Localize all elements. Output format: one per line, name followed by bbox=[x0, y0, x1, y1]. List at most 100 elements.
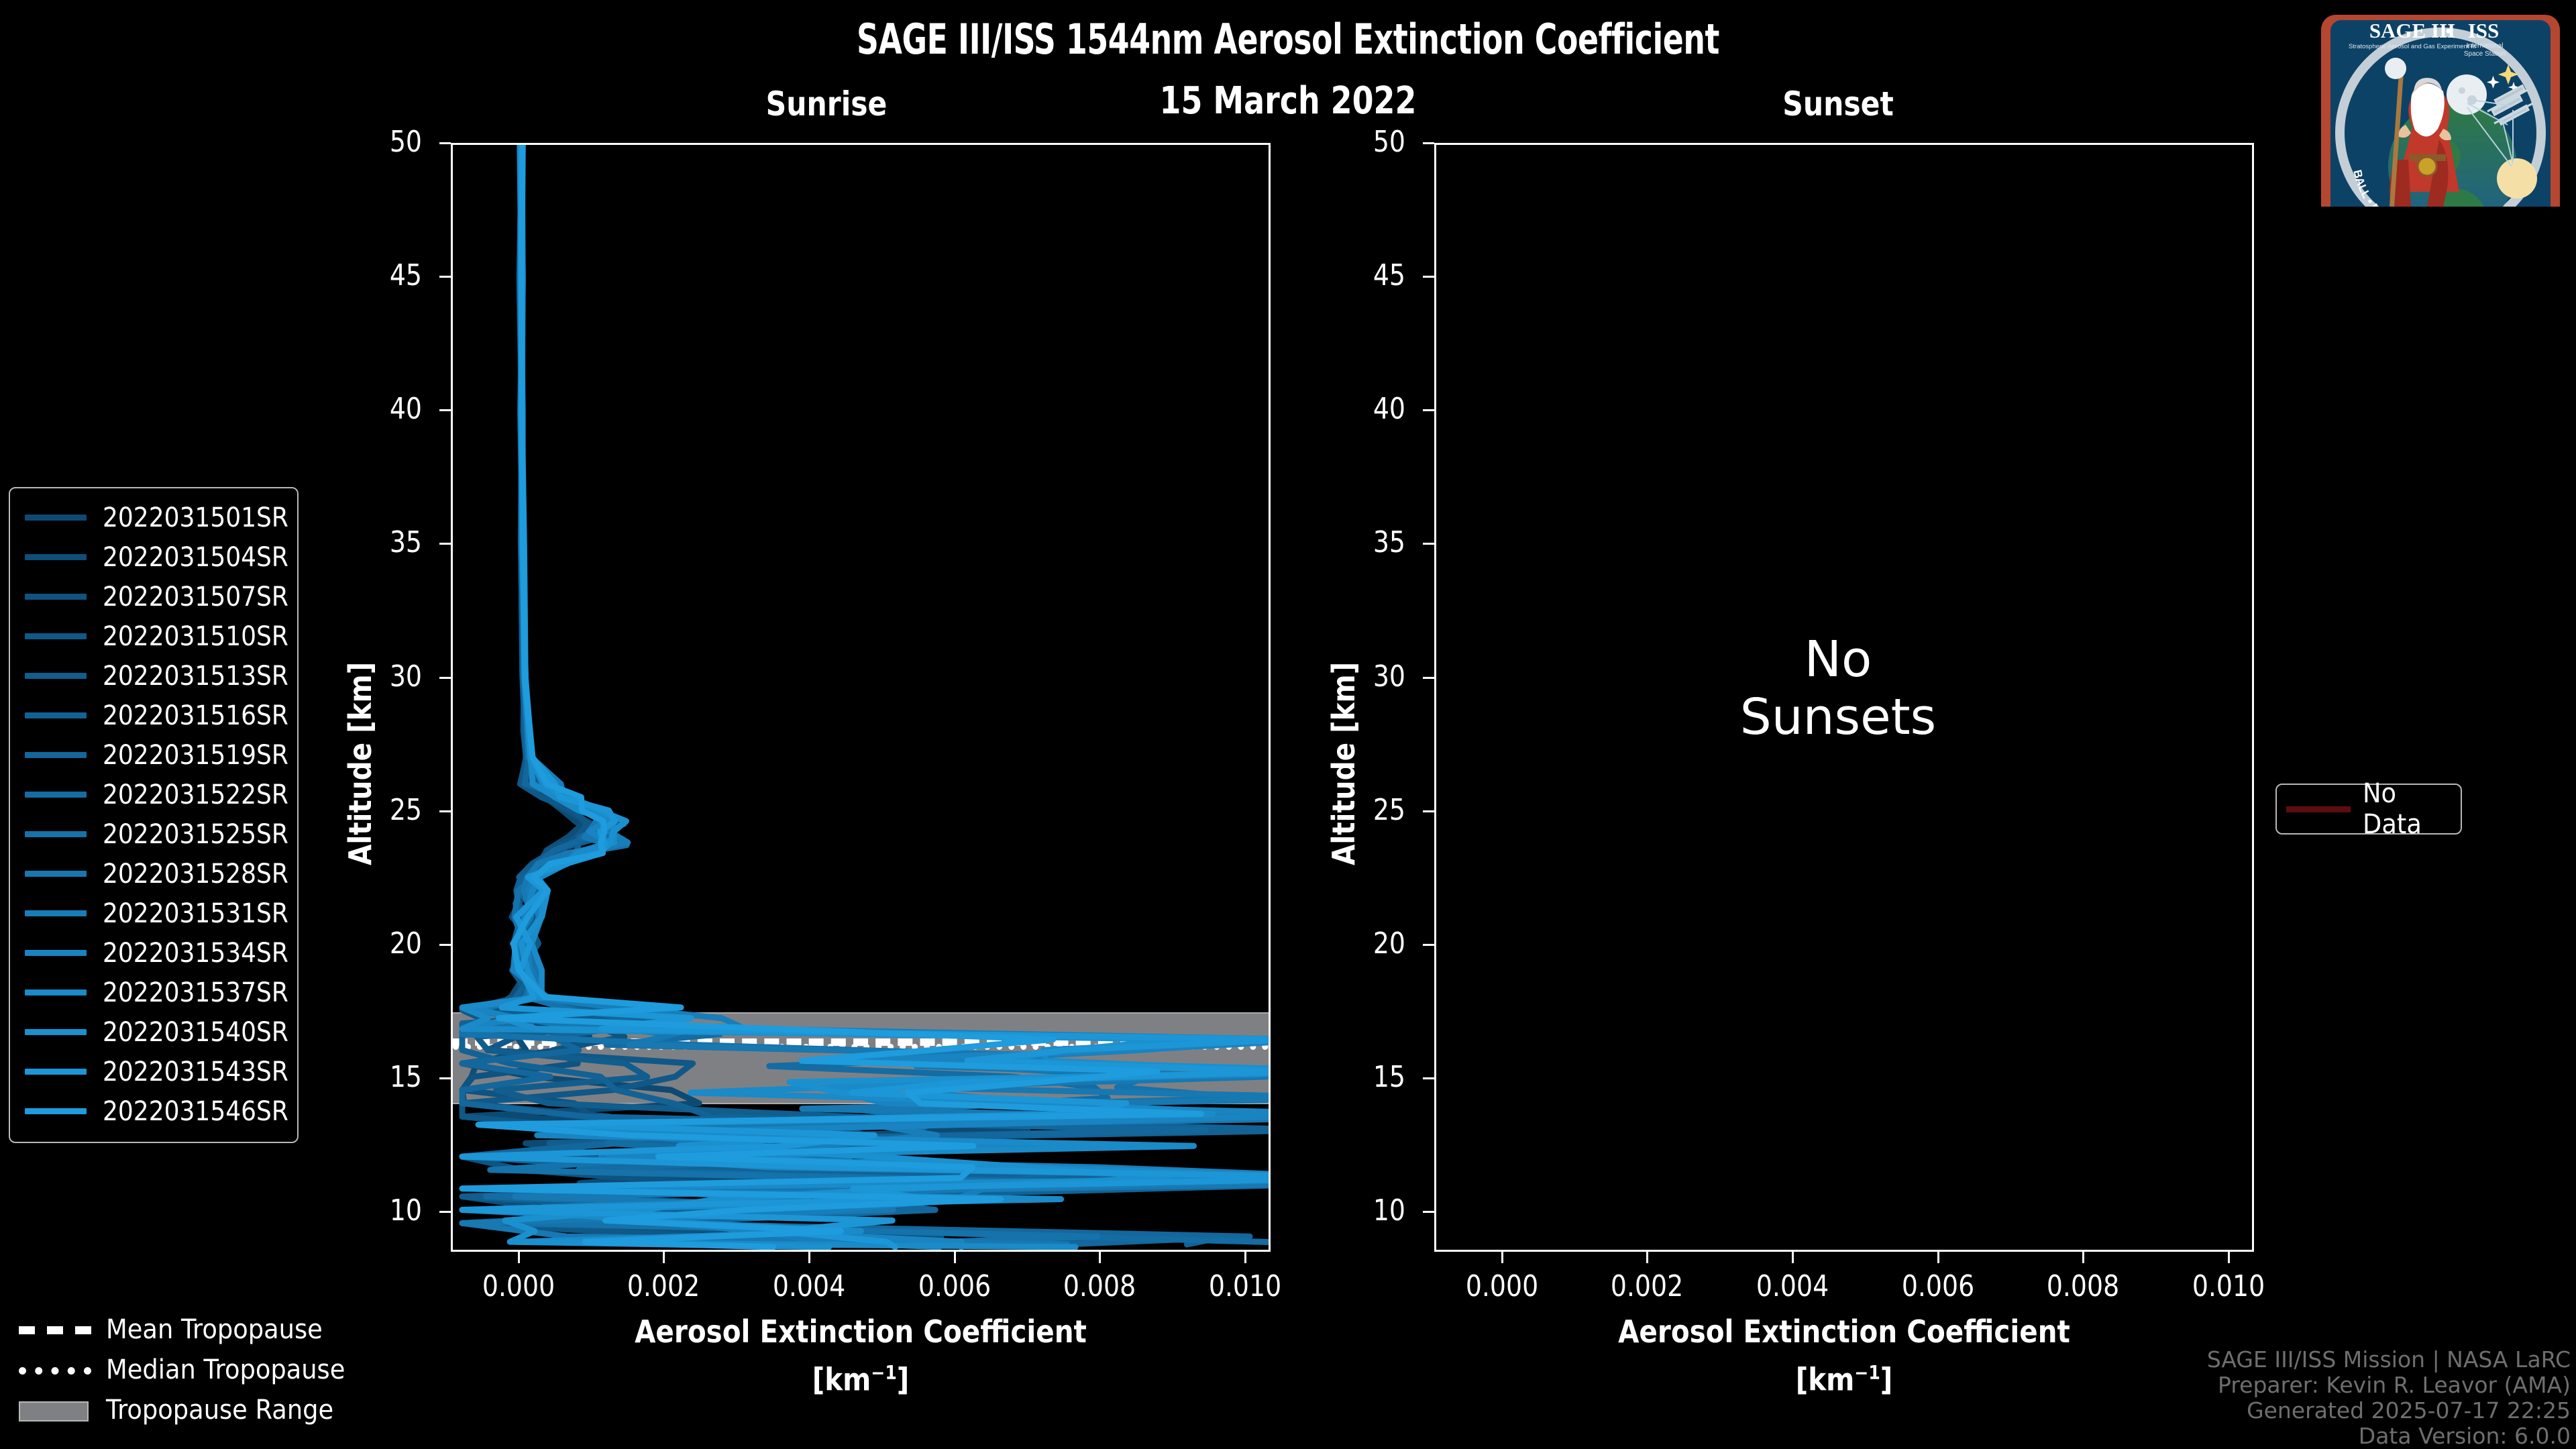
legend-item-profile[interactable]: 2022031519SR bbox=[10, 735, 297, 775]
no-sunsets-message: No Sunsets bbox=[1635, 631, 2041, 746]
profile-legend-label: 2022031537SR bbox=[103, 977, 288, 1008]
legend-item-profile[interactable]: 2022031525SR bbox=[10, 814, 297, 854]
y-tick bbox=[439, 1077, 451, 1080]
profile-curve bbox=[459, 145, 1205, 1250]
mean-tropopause-line bbox=[453, 1038, 1269, 1046]
x-tick bbox=[663, 1252, 665, 1263]
x-tick bbox=[1937, 1252, 1939, 1263]
profile-legend-label: 2022031528SR bbox=[103, 858, 288, 890]
profile-line-swatch bbox=[25, 752, 87, 758]
y-tick bbox=[1423, 1211, 1434, 1214]
sunset-plot-area bbox=[1434, 143, 2254, 1252]
no-data-label: No Data bbox=[2363, 778, 2422, 840]
y-tick-label: 30 bbox=[1373, 659, 1405, 694]
y-tick-label: 25 bbox=[389, 792, 422, 827]
y-tick-label: 50 bbox=[1373, 125, 1405, 159]
profile-legend-label: 2022031525SR bbox=[103, 818, 288, 850]
legend-item-profile[interactable]: 2022031513SR bbox=[10, 656, 297, 696]
legend-item-profile[interactable]: 2022031516SR bbox=[10, 696, 297, 735]
y-tick-label: 40 bbox=[1373, 392, 1405, 427]
y-tick bbox=[1423, 1077, 1434, 1080]
x-tick bbox=[1099, 1252, 1102, 1263]
legend-item-profile[interactable]: 2022031528SR bbox=[10, 854, 297, 894]
y-tick-label: 40 bbox=[389, 392, 422, 427]
x-tick-label: 0.006 bbox=[1901, 1269, 1974, 1303]
profile-legend[interactable]: 2022031501SR 2022031504SR 2022031507SR 2022… bbox=[9, 487, 299, 1143]
y-tick-label: 10 bbox=[1373, 1193, 1405, 1228]
y-tick bbox=[439, 676, 451, 679]
legend-item-profile[interactable]: 2022031510SR bbox=[10, 616, 297, 656]
profile-line-swatch bbox=[25, 989, 87, 996]
sunrise-x-axis-title: Aerosol Extinction Coefficient bbox=[635, 1313, 1087, 1350]
legend-item-profile[interactable]: 2022031534SR bbox=[10, 933, 297, 973]
profile-line-swatch bbox=[25, 673, 87, 679]
profile-line-swatch bbox=[25, 1069, 87, 1075]
tropopause-legend: Mean Tropopause Median Tropopause Tropop… bbox=[15, 1309, 364, 1430]
profile-legend-label: 2022031501SR bbox=[103, 502, 288, 533]
profile-line-swatch bbox=[25, 792, 87, 798]
legend-item-profile[interactable]: 2022031540SR bbox=[10, 1012, 297, 1052]
profile-legend-label: 2022031507SR bbox=[103, 581, 288, 612]
median-tropopause-dot-icon bbox=[15, 1361, 95, 1379]
legend-item-profile[interactable]: 2022031537SR bbox=[10, 973, 297, 1012]
x-tick-label: 0.000 bbox=[482, 1269, 555, 1303]
patch-subtitle-right-2: Space Station bbox=[2464, 50, 2506, 58]
date-title: 15 March 2022 bbox=[1159, 79, 1417, 123]
legend-item-profile[interactable]: 2022031543SR bbox=[10, 1052, 297, 1091]
profile-legend-label: 2022031546SR bbox=[103, 1095, 288, 1127]
sunset-x-axis-unit: [km−1] bbox=[1795, 1361, 1893, 1398]
x-tick bbox=[953, 1252, 956, 1263]
x-tick-label: 0.008 bbox=[2047, 1269, 2120, 1303]
x-tick-label: 0.010 bbox=[2192, 1269, 2265, 1303]
profile-line-swatch bbox=[25, 871, 87, 877]
x-tick bbox=[1792, 1252, 1794, 1263]
median-tropopause-label: Median Tropopause bbox=[106, 1354, 345, 1385]
y-tick-label: 10 bbox=[389, 1193, 422, 1228]
no-data-legend[interactable]: No Data bbox=[2275, 778, 2462, 840]
tropopause-range-box-icon bbox=[15, 1401, 95, 1421]
y-tick bbox=[439, 810, 451, 812]
profile-line-swatch bbox=[25, 1108, 87, 1114]
x-tick-label: 0.008 bbox=[1063, 1269, 1136, 1303]
legend-item-median-tropopause: Median Tropopause bbox=[15, 1350, 364, 1390]
y-tick-label: 35 bbox=[389, 525, 422, 560]
profile-legend-label: 2022031513SR bbox=[103, 660, 288, 692]
x-tick-label: 0.006 bbox=[918, 1269, 991, 1303]
legend-item-profile[interactable]: 2022031507SR bbox=[10, 577, 297, 616]
no-data-line-swatch bbox=[2286, 806, 2351, 812]
legend-item-profile[interactable]: 2022031522SR bbox=[10, 775, 297, 814]
x-tick bbox=[1501, 1252, 1503, 1263]
profile-legend-label: 2022031504SR bbox=[103, 541, 288, 573]
profile-line-swatch bbox=[25, 950, 87, 956]
x-tick-label: 0.004 bbox=[1756, 1269, 1829, 1303]
profile-legend-label: 2022031534SR bbox=[103, 937, 288, 969]
x-tick bbox=[2228, 1252, 2231, 1263]
x-tick bbox=[808, 1252, 811, 1263]
profile-legend-label: 2022031531SR bbox=[103, 898, 288, 929]
no-sunsets-line2: Sunsets bbox=[1739, 688, 1937, 746]
legend-item-profile[interactable]: 2022031531SR bbox=[10, 894, 297, 933]
y-tick bbox=[1423, 142, 1434, 144]
page-title: SAGE III/ISS 1544nm Aerosol Extinction C… bbox=[857, 15, 1719, 64]
legend-item-tropopause-range: Tropopause Range bbox=[15, 1390, 364, 1430]
y-tick bbox=[439, 1211, 451, 1214]
sunrise-panel-title: Sunrise bbox=[765, 85, 888, 123]
legend-item-profile[interactable]: 2022031546SR bbox=[10, 1091, 297, 1131]
sunset-y-axis-label: Altitude [km] bbox=[1326, 661, 1362, 865]
legend-item-profile[interactable]: 2022031501SR bbox=[10, 498, 297, 537]
y-tick-label: 35 bbox=[1373, 525, 1405, 560]
x-tick bbox=[517, 1252, 520, 1263]
sunset-x-axis-label: Aerosol Extinction Coefficient [km−1] bbox=[1483, 1311, 2204, 1400]
profile-legend-label: 2022031522SR bbox=[103, 779, 288, 810]
tropopause-range-label: Tropopause Range bbox=[106, 1395, 334, 1426]
legend-item-profile[interactable]: 2022031504SR bbox=[10, 537, 297, 577]
y-tick bbox=[1423, 543, 1434, 545]
profile-line-swatch bbox=[25, 831, 87, 837]
y-tick-label: 20 bbox=[1373, 926, 1405, 961]
y-tick bbox=[1423, 676, 1434, 679]
y-tick-label: 25 bbox=[1373, 792, 1405, 827]
profile-legend-label: 2022031540SR bbox=[103, 1016, 288, 1048]
x-tick-label: 0.004 bbox=[772, 1269, 846, 1303]
y-tick-label: 15 bbox=[1373, 1060, 1405, 1095]
